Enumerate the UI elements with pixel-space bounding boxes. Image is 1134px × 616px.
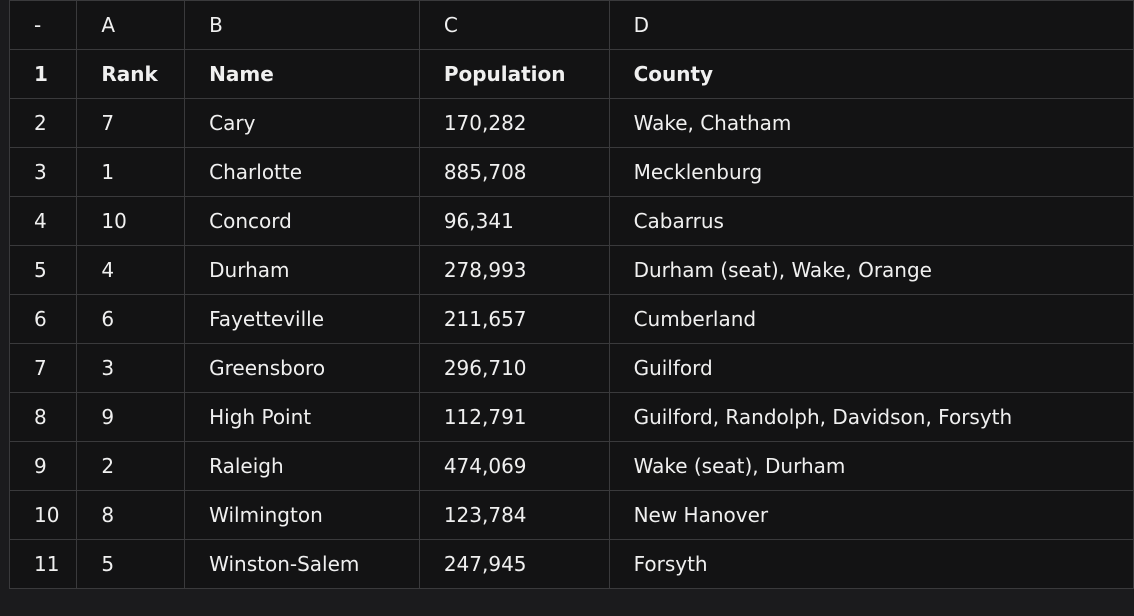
cell[interactable]: Winston-Salem (184, 539, 420, 589)
cell[interactable]: County (608, 49, 1134, 99)
cell[interactable]: Rank (76, 49, 186, 99)
cell[interactable]: Cary (184, 98, 420, 148)
cell[interactable]: Wake, Chatham (608, 98, 1134, 148)
column-header-b[interactable]: B (184, 0, 420, 50)
cell[interactable]: Name (184, 49, 420, 99)
cell[interactable]: Cabarrus (608, 196, 1134, 246)
cell[interactable]: 8 (76, 490, 186, 540)
cell[interactable]: 2 (76, 441, 186, 491)
cell[interactable]: Concord (184, 196, 420, 246)
cell[interactable]: 112,791 (418, 392, 610, 442)
cell[interactable]: Durham (184, 245, 420, 295)
row-number[interactable]: 5 (8, 245, 78, 295)
cell[interactable]: 123,784 (418, 490, 610, 540)
cell[interactable]: 170,282 (418, 98, 610, 148)
column-header-d[interactable]: D (608, 0, 1134, 50)
cell[interactable]: 10 (76, 196, 186, 246)
row-number[interactable]: 2 (8, 98, 78, 148)
spreadsheet-grid: - A B C D 1 Rank Name Population County … (8, 0, 1134, 589)
cell[interactable]: 278,993 (418, 245, 610, 295)
cell[interactable]: 9 (76, 392, 186, 442)
cell[interactable]: 296,710 (418, 343, 610, 393)
cell[interactable]: Cumberland (608, 294, 1134, 344)
cell[interactable]: Guilford (608, 343, 1134, 393)
table-row: 8 9 High Point 112,791 Guilford, Randolp… (8, 392, 1134, 442)
corner-cell[interactable]: - (8, 0, 78, 50)
cell[interactable]: 4 (76, 245, 186, 295)
column-header-row: - A B C D (8, 0, 1134, 50)
cell[interactable]: 211,657 (418, 294, 610, 344)
table-row: 4 10 Concord 96,341 Cabarrus (8, 196, 1134, 246)
row-number[interactable]: 4 (8, 196, 78, 246)
cell[interactable]: Fayetteville (184, 294, 420, 344)
table-row: 11 5 Winston-Salem 247,945 Forsyth (8, 539, 1134, 589)
table-row: 9 2 Raleigh 474,069 Wake (seat), Durham (8, 441, 1134, 491)
cell[interactable]: 1 (76, 147, 186, 197)
row-number[interactable]: 3 (8, 147, 78, 197)
table-row: 1 Rank Name Population County (8, 49, 1134, 99)
table-row: 2 7 Cary 170,282 Wake, Chatham (8, 98, 1134, 148)
cell[interactable]: Wilmington (184, 490, 420, 540)
cell[interactable]: Raleigh (184, 441, 420, 491)
cell[interactable]: 474,069 (418, 441, 610, 491)
cell[interactable]: 5 (76, 539, 186, 589)
cell[interactable]: New Hanover (608, 490, 1134, 540)
row-number[interactable]: 8 (8, 392, 78, 442)
table-row: 6 6 Fayetteville 211,657 Cumberland (8, 294, 1134, 344)
cell[interactable]: Mecklenburg (608, 147, 1134, 197)
cell[interactable]: Durham (seat), Wake, Orange (608, 245, 1134, 295)
cell[interactable]: 7 (76, 98, 186, 148)
row-number[interactable]: 7 (8, 343, 78, 393)
table-row: 3 1 Charlotte 885,708 Mecklenburg (8, 147, 1134, 197)
row-number[interactable]: 11 (8, 539, 78, 589)
cell[interactable]: 96,341 (418, 196, 610, 246)
row-number[interactable]: 9 (8, 441, 78, 491)
cell[interactable]: Charlotte (184, 147, 420, 197)
table-row: 10 8 Wilmington 123,784 New Hanover (8, 490, 1134, 540)
cell[interactable]: Guilford, Randolph, Davidson, Forsyth (608, 392, 1134, 442)
row-number[interactable]: 10 (8, 490, 78, 540)
cell[interactable]: 247,945 (418, 539, 610, 589)
cell[interactable]: 6 (76, 294, 186, 344)
cell[interactable]: Greensboro (184, 343, 420, 393)
row-number[interactable]: 1 (8, 49, 78, 99)
column-header-c[interactable]: C (418, 0, 610, 50)
column-header-a[interactable]: A (76, 0, 186, 50)
cell[interactable]: 3 (76, 343, 186, 393)
table-row: 7 3 Greensboro 296,710 Guilford (8, 343, 1134, 393)
cell[interactable]: Population (418, 49, 610, 99)
cell[interactable]: Forsyth (608, 539, 1134, 589)
cell[interactable]: 885,708 (418, 147, 610, 197)
cell[interactable]: Wake (seat), Durham (608, 441, 1134, 491)
row-number[interactable]: 6 (8, 294, 78, 344)
cell[interactable]: High Point (184, 392, 420, 442)
table-row: 5 4 Durham 278,993 Durham (seat), Wake, … (8, 245, 1134, 295)
